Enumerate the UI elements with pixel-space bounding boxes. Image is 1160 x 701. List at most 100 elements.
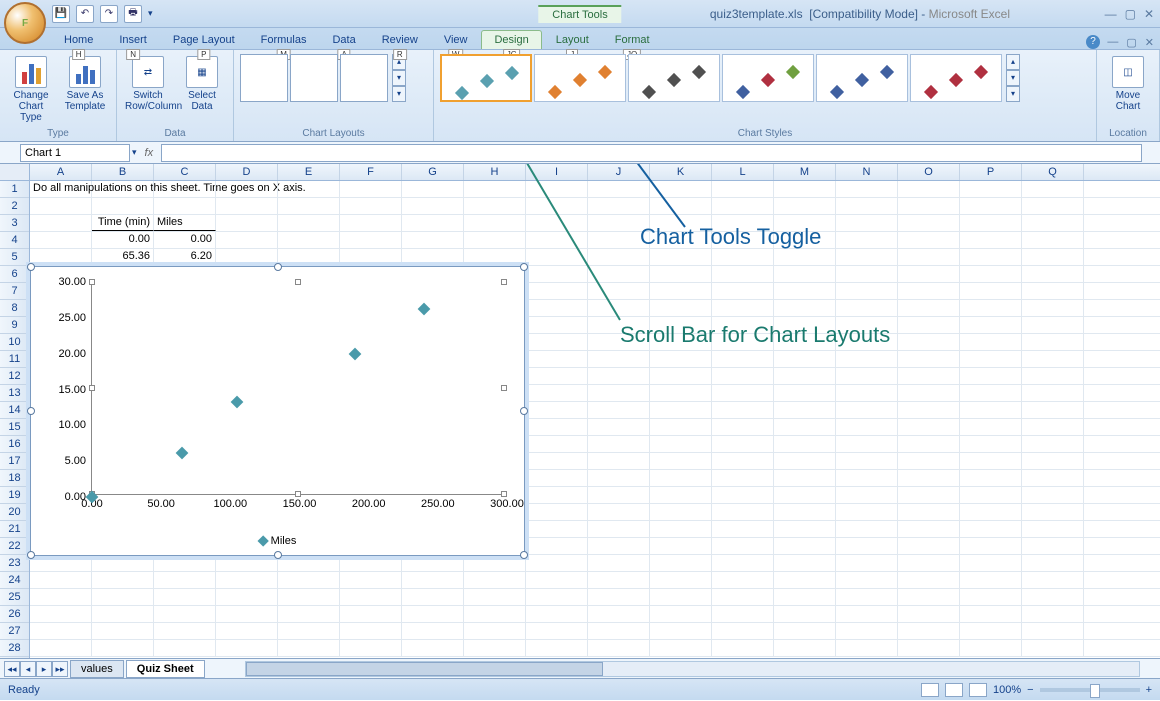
chart-data-point[interactable] [231, 396, 244, 409]
cell[interactable] [898, 453, 960, 469]
cell[interactable] [464, 640, 526, 656]
cell[interactable] [464, 572, 526, 588]
cell[interactable] [836, 436, 898, 452]
row-header[interactable]: 3 [0, 215, 29, 232]
cell[interactable] [154, 181, 216, 197]
cell[interactable] [774, 385, 836, 401]
cell[interactable] [1022, 232, 1084, 248]
cell[interactable] [898, 572, 960, 588]
cell[interactable] [340, 640, 402, 656]
row-header[interactable]: 26 [0, 606, 29, 623]
cell[interactable] [650, 368, 712, 384]
sheet-tab-values[interactable]: values [70, 660, 124, 678]
cell[interactable] [898, 300, 960, 316]
column-header[interactable]: N [836, 164, 898, 180]
cell[interactable]: Do all manipulations on this sheet. Time… [30, 181, 92, 197]
row-header[interactable]: 16 [0, 436, 29, 453]
cell[interactable] [774, 504, 836, 520]
cell[interactable] [588, 640, 650, 656]
cell[interactable]: Time (min) [92, 215, 154, 231]
cell[interactable] [836, 283, 898, 299]
cell[interactable] [650, 470, 712, 486]
cell[interactable] [526, 538, 588, 554]
tab-format[interactable]: FormatJO [603, 31, 662, 49]
cell[interactable] [960, 453, 1022, 469]
tab-insert[interactable]: InsertN [107, 31, 159, 49]
cell[interactable] [1022, 402, 1084, 418]
cell[interactable] [960, 249, 1022, 265]
cell[interactable] [92, 198, 154, 214]
cell[interactable] [712, 249, 774, 265]
cell[interactable] [30, 606, 92, 622]
row-header[interactable]: 6 [0, 266, 29, 283]
row-header[interactable]: 25 [0, 589, 29, 606]
cell[interactable] [712, 402, 774, 418]
cell[interactable] [1022, 589, 1084, 605]
cell[interactable] [712, 538, 774, 554]
chart-style-option[interactable] [534, 54, 626, 102]
row-header[interactable]: 1 [0, 181, 29, 198]
cell[interactable] [588, 385, 650, 401]
cell[interactable] [898, 436, 960, 452]
cell[interactable] [92, 640, 154, 656]
cell[interactable] [712, 504, 774, 520]
cell[interactable] [588, 351, 650, 367]
cell[interactable] [1022, 317, 1084, 333]
chart-data-point[interactable] [348, 347, 361, 360]
chart-layout-option[interactable] [290, 54, 338, 102]
cell[interactable] [1022, 215, 1084, 231]
cell[interactable] [712, 266, 774, 282]
cell[interactable] [898, 606, 960, 622]
chart-style-option[interactable] [628, 54, 720, 102]
cell[interactable] [836, 402, 898, 418]
cell[interactable] [774, 249, 836, 265]
cell[interactable] [712, 521, 774, 537]
column-header[interactable]: F [340, 164, 402, 180]
tab-home[interactable]: HomeH [52, 31, 105, 49]
cell[interactable] [898, 198, 960, 214]
cell[interactable] [588, 368, 650, 384]
cell[interactable] [960, 283, 1022, 299]
move-chart-button[interactable]: ◫ Move Chart [1103, 54, 1153, 114]
row-header[interactable]: 22 [0, 538, 29, 555]
cell[interactable] [1022, 368, 1084, 384]
cell[interactable] [588, 436, 650, 452]
cell[interactable]: Miles [154, 215, 216, 231]
cell[interactable] [30, 215, 92, 231]
cell[interactable] [154, 623, 216, 639]
cell[interactable] [526, 521, 588, 537]
cell[interactable]: 6.20 [154, 249, 216, 265]
cell[interactable] [712, 487, 774, 503]
cell[interactable] [836, 385, 898, 401]
cell[interactable] [960, 334, 1022, 350]
qat-undo-icon[interactable]: ↶ [76, 5, 94, 23]
cell[interactable] [836, 521, 898, 537]
row-header[interactable]: 28 [0, 640, 29, 657]
cell[interactable] [960, 385, 1022, 401]
row-header[interactable]: 15 [0, 419, 29, 436]
cell[interactable] [526, 572, 588, 588]
cell[interactable] [526, 470, 588, 486]
sheet-nav-button[interactable]: ▸ [36, 661, 52, 677]
chart-plot-area[interactable]: 0.005.0010.0015.0020.0025.0030.000.0050.… [91, 282, 504, 495]
cell[interactable] [712, 198, 774, 214]
column-header[interactable]: M [774, 164, 836, 180]
cell[interactable] [650, 385, 712, 401]
cell[interactable] [774, 351, 836, 367]
cell[interactable] [774, 283, 836, 299]
cell[interactable] [836, 232, 898, 248]
cell[interactable] [836, 181, 898, 197]
cell[interactable] [1022, 249, 1084, 265]
row-header[interactable]: 10 [0, 334, 29, 351]
cell[interactable] [588, 521, 650, 537]
cell[interactable] [836, 368, 898, 384]
cell[interactable] [960, 215, 1022, 231]
cell[interactable] [898, 470, 960, 486]
cell[interactable] [340, 572, 402, 588]
cell[interactable] [712, 419, 774, 435]
select-all-corner[interactable] [0, 164, 30, 180]
cell[interactable] [712, 555, 774, 571]
row-header[interactable]: 14 [0, 402, 29, 419]
cell[interactable] [836, 470, 898, 486]
row-header[interactable]: 21 [0, 521, 29, 538]
